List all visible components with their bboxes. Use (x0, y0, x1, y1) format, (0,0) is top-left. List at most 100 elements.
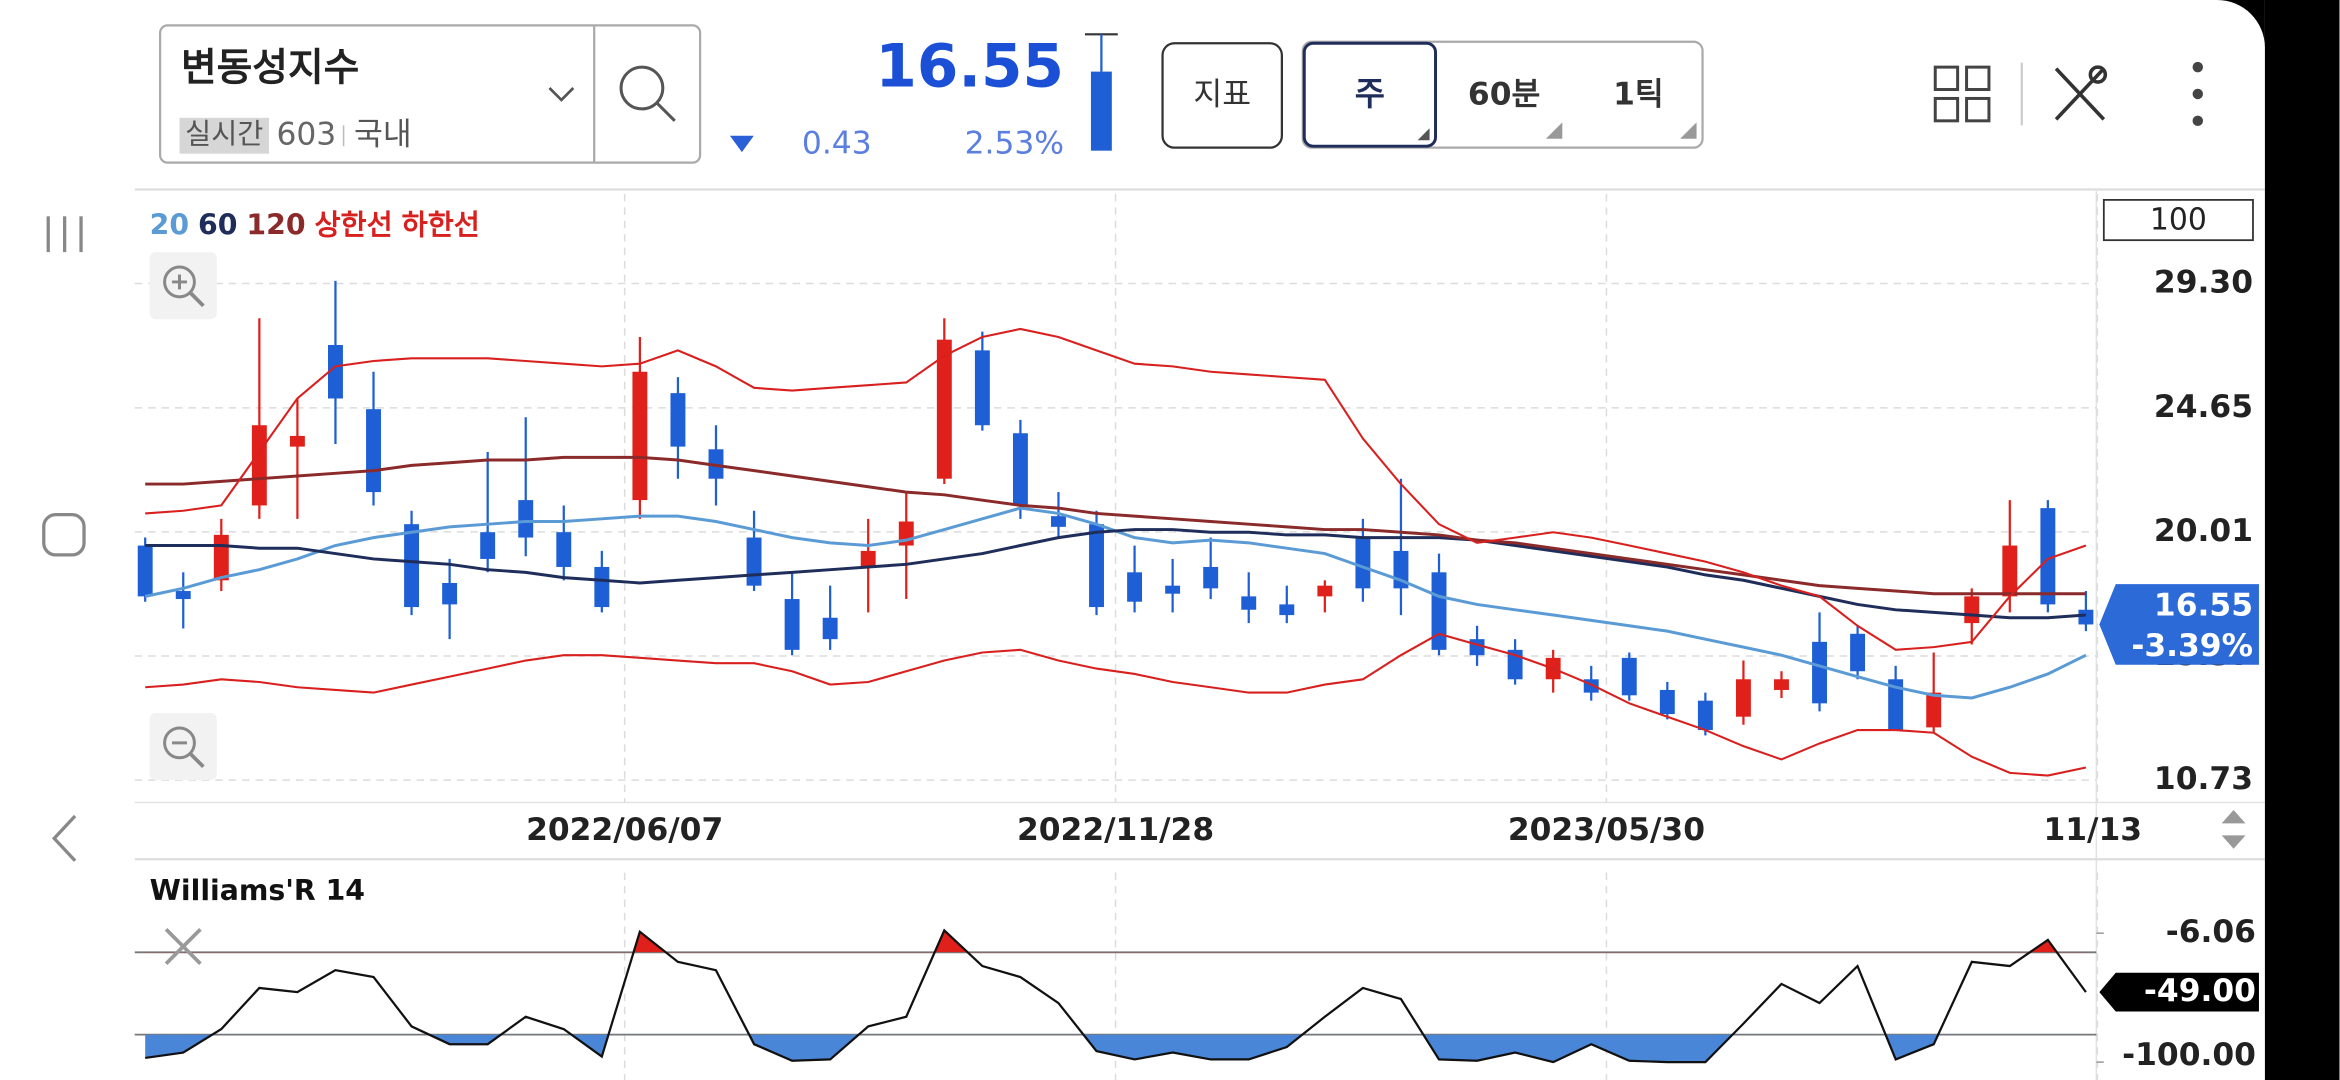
search-icon (619, 65, 665, 111)
candle-body (1431, 572, 1447, 650)
series-line (145, 632, 2087, 777)
indicator-chart: -6.06 -100.00 -49.00 (134, 872, 2259, 1080)
price-change: 0.43 (802, 126, 872, 162)
candle-body (1926, 692, 1942, 728)
y-tick-label: 20.01 (2154, 513, 2253, 549)
candle-body (1621, 657, 1637, 696)
candle-body (2040, 508, 2056, 605)
candle-body (860, 550, 876, 567)
device-corner (2217, 0, 2265, 48)
candle-body (366, 409, 381, 493)
current-price: 16.55 (875, 33, 1064, 102)
candle-body (1241, 596, 1257, 610)
candle-body (1888, 679, 1904, 731)
candle-body (746, 537, 762, 586)
candle-body (974, 350, 990, 426)
candle-body (1355, 537, 1371, 589)
legend-item: 20 (150, 209, 189, 242)
candle-body (1203, 566, 1219, 589)
candle-body (404, 524, 420, 608)
mini-candle-body (1090, 71, 1112, 151)
layout-cell (1933, 96, 1960, 123)
layout-cell (1965, 65, 1991, 91)
tool-icon (2088, 65, 2108, 84)
candle-body (594, 566, 610, 608)
week-label: 주 (1355, 75, 1385, 113)
dot (2192, 115, 2204, 127)
up-arrow (2221, 810, 2246, 824)
price-tag-value: 16.55 (2154, 588, 2253, 624)
y-tick-label: 29.30 (2154, 265, 2253, 301)
zoom-in-button[interactable] (149, 252, 217, 320)
home-button[interactable] (42, 513, 86, 557)
price-tag-change: -3.39% (2131, 628, 2253, 664)
tick-button[interactable]: 1틱 (1613, 76, 1664, 112)
market: 국내 (354, 117, 412, 153)
scale-value: 100 (2150, 202, 2207, 237)
close-indicator-button[interactable] (164, 928, 202, 965)
legend-item: 60 (198, 209, 237, 242)
tag-bg (179, 117, 270, 154)
y-tick-label: -6.06 (2166, 914, 2256, 950)
candle-body (936, 339, 952, 479)
header: 변동성지수 실시간 603 국내 16.55 0.43 2.53% 지표 주 6… (134, 24, 2265, 191)
indicator-button[interactable] (1161, 42, 1283, 149)
zoom-icon (188, 751, 205, 769)
candle-body (213, 534, 229, 581)
week-button[interactable] (1302, 41, 1438, 148)
zoom-icon (163, 726, 196, 760)
x-tick-label: 2022/11/28 (1017, 812, 1214, 848)
down-arrow (729, 135, 754, 153)
indicator-label: 지표 (1193, 76, 1251, 112)
scroll-arrows[interactable] (2221, 810, 2246, 849)
search-handle (655, 101, 676, 122)
candle-body (1317, 585, 1333, 597)
candle-body (556, 532, 572, 567)
candle-body (251, 425, 267, 506)
legend: 20 60 120 상한선 하한선 (150, 209, 480, 242)
candle-body (2002, 545, 2018, 597)
candle-body (137, 545, 153, 597)
candle-body (1659, 689, 1675, 715)
tool-icon (2054, 67, 2106, 121)
scale-box[interactable] (2102, 198, 2254, 242)
layout-button[interactable] (1933, 65, 1991, 123)
candle-body (784, 599, 800, 650)
candle-body (1774, 679, 1789, 690)
zoom-bg (149, 252, 217, 320)
dot (2192, 88, 2204, 100)
candle-body (1279, 604, 1295, 616)
minute-button[interactable]: 60분 (1468, 76, 1540, 112)
candle-body (822, 617, 838, 640)
down-arrow (2221, 835, 2246, 849)
dot (2192, 61, 2204, 73)
candle-body (175, 591, 191, 600)
symbol-box[interactable] (158, 24, 702, 164)
corner-mark (1680, 122, 1697, 139)
settings-button[interactable] (2054, 65, 2108, 121)
nav-bar (42, 216, 86, 862)
zoom-out-button[interactable] (149, 713, 217, 781)
legend-item: 하한선 (402, 209, 480, 242)
candle-body (670, 393, 686, 447)
price-change-pct: 2.53% (965, 126, 1064, 162)
x-tick-label: 11/13 (2043, 812, 2142, 848)
candle-body (289, 435, 305, 447)
search-button[interactable] (619, 65, 676, 122)
candle-body (1850, 633, 1866, 672)
realtime-tag: 실시간 (185, 118, 263, 151)
candle-body (328, 345, 343, 399)
price-tag (2099, 584, 2259, 665)
layout-cell (1965, 96, 1991, 123)
symbol-code: 603 (276, 117, 336, 153)
more-button[interactable] (2192, 61, 2204, 127)
candle-body (1012, 433, 1028, 506)
dropdown-icon[interactable] (548, 87, 575, 102)
y-tick-label: 24.65 (2154, 389, 2253, 425)
legend-item: 120 (246, 209, 305, 242)
back-button[interactable] (51, 814, 77, 862)
